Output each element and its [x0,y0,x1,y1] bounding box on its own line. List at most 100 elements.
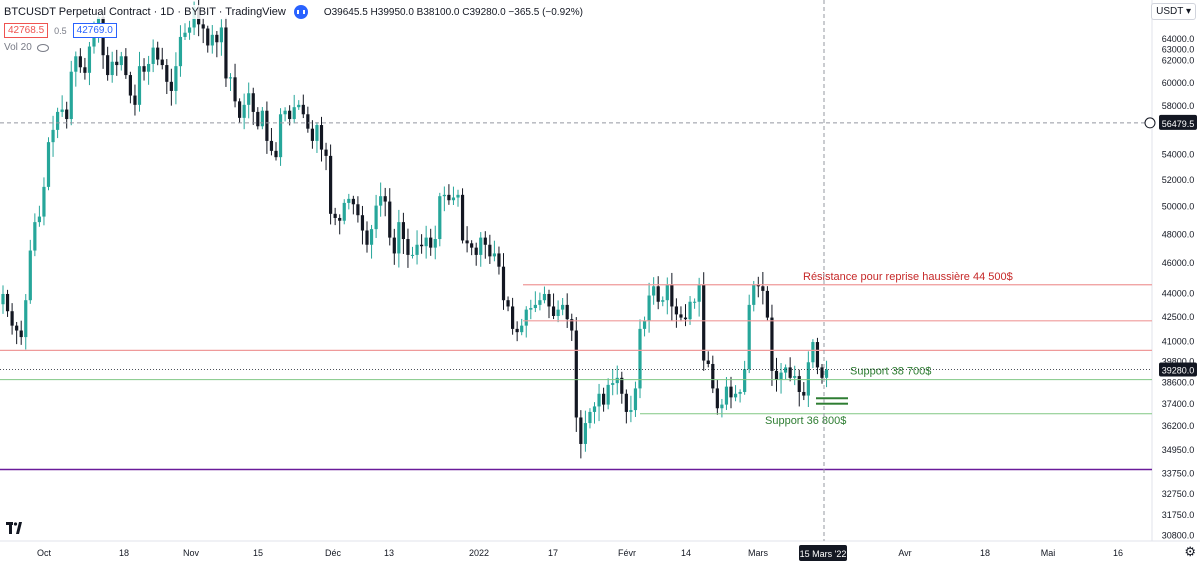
candle-body [319,125,324,150]
candle-body [506,300,510,307]
price-tick-label: 54000.0 [1162,149,1195,159]
sell-price-button[interactable]: 42768.5 [4,23,49,38]
candle-body [615,377,619,384]
candle-body [533,304,537,309]
candle-body [738,391,742,394]
candle-body [310,128,314,141]
candle-body [474,247,478,255]
candle-body [215,34,219,43]
price-tick-label: 60000.0 [1162,78,1195,88]
candle-body [793,376,797,378]
candle-body [87,46,92,73]
candle-body [238,101,242,118]
candle-body [597,393,601,407]
candle-body [338,217,342,221]
candle-body [415,244,419,255]
candle-body [178,36,183,67]
tradingview-logo-icon[interactable] [6,522,22,534]
time-tick-label: Oct [37,548,52,558]
time-tick-label: Mai [1041,548,1056,558]
candle-body [470,243,474,248]
candle-body [315,125,319,141]
price-tick-label: 41000.0 [1162,336,1195,346]
candle-body [19,330,23,338]
candle-body [206,28,210,46]
price-tick-label: 44000.0 [1162,288,1195,298]
price-tick-label: 39800.0 [1162,357,1195,367]
candle-body [142,66,146,72]
currency-dropdown[interactable]: USDT ▾ [1151,3,1196,20]
candle-body [37,216,41,223]
candle-body [720,404,724,409]
candle-body [492,253,496,257]
candle-body [301,104,305,115]
candle-body [278,114,283,158]
candle-body [511,306,515,329]
candle-body [251,93,255,112]
candle-body [711,363,715,389]
level-label[interactable]: Support 36 800$ [765,415,846,427]
candle-body [733,393,738,398]
candle-body [274,150,278,158]
time-axis-labels: Oct 18 Nov 15 Déc 13 2022 17 Févr 14 Mars 15 Mars '… [37,545,1123,561]
candle-body [219,27,223,43]
candle-body [156,47,160,60]
candle-body [56,111,60,130]
candle-body [802,391,806,396]
candle-body [706,360,710,364]
candle-body [306,114,310,129]
candle-body [347,198,351,203]
time-tick-label: Nov [183,548,200,558]
eye-hidden-icon[interactable] [36,43,49,52]
candle-body [629,410,633,412]
replay-icon[interactable] [293,5,308,19]
candle-body [488,244,492,257]
candle-body [592,406,597,412]
candle-body [656,286,660,302]
time-tick-label: Mars [748,548,768,558]
candle-body [388,201,392,238]
price-tick-label: 46000.0 [1162,258,1195,268]
candle-body [383,196,387,202]
candle-body [324,149,328,156]
time-tick-label: 14 [681,548,691,558]
candle-body [265,110,269,141]
symbol-title[interactable]: BTCUSDT Perpetual Contract · 1D · BYBIT … [4,6,286,18]
candle-body [333,213,337,218]
add-alert-icon[interactable] [1144,117,1156,129]
candle-body [497,253,501,267]
candle-body [110,61,114,76]
candle-body [702,284,706,361]
candle-body [160,59,164,66]
price-axis[interactable] [1152,0,1200,563]
candle-body [292,107,296,120]
candle-body [183,32,187,37]
candle-body [210,34,214,46]
candle-body [374,205,378,230]
candle-body [642,320,647,329]
candle-body [715,388,719,409]
support-marker [816,402,848,405]
candle-body [15,325,19,331]
price-tick-label: 31750.0 [1162,510,1195,520]
horizontal-levels: Résistance pour reprise haussière 44 500… [0,271,1152,471]
candle-body [765,290,769,318]
time-tick-label: 2022 [469,548,489,558]
candle-body [565,304,569,320]
candle-body [106,55,110,76]
settings-gear-icon[interactable]: ⚙ [1184,544,1196,559]
level-label[interactable]: Support 38 700$ [850,366,931,378]
candle-body [429,237,433,248]
candle-body [611,383,615,385]
candle-body [670,284,674,307]
candle-body [24,300,28,338]
candle-body [33,222,37,251]
candle-body [697,284,701,302]
candle-body [743,369,747,392]
candle-body [369,229,374,245]
buy-price-button[interactable]: 42769.0 [72,23,117,38]
candle-body [779,372,783,380]
level-label[interactable]: Résistance pour reprise haussière 44 500… [803,271,1013,283]
time-tick-label: Févr [618,548,636,558]
